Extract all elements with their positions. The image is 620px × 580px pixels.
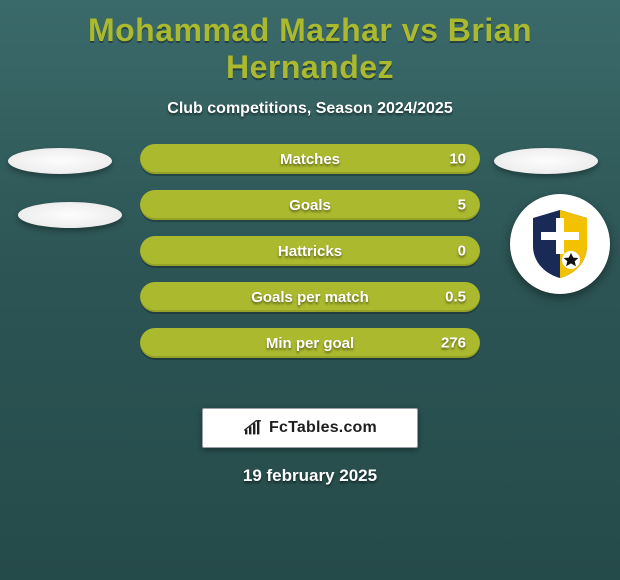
page-title: Mohammad Mazhar vs Brian Hernandez: [0, 0, 620, 86]
stat-value-right: 0: [458, 243, 466, 260]
shield-icon: [529, 208, 591, 280]
stat-value-right: 10: [449, 151, 466, 168]
stat-bar: Matches 10: [140, 144, 480, 174]
stat-value-right: 0.5: [445, 289, 466, 306]
stat-value-right: 5: [458, 197, 466, 214]
stat-label: Goals: [289, 197, 331, 214]
player1-photo-placeholder: [8, 148, 112, 174]
stat-bar: Goals per match 0.5: [140, 282, 480, 312]
stat-value-right: 276: [441, 335, 466, 352]
subtitle: Club competitions, Season 2024/2025: [0, 100, 620, 118]
stat-label: Goals per match: [251, 289, 369, 306]
player2-club-crest: [510, 194, 610, 294]
brand-label: FcTables.com: [269, 419, 377, 437]
stat-bar: Goals 5: [140, 190, 480, 220]
player1-club-placeholder: [18, 202, 122, 228]
brand-box[interactable]: FcTables.com: [202, 408, 418, 448]
stat-label: Hattricks: [278, 243, 342, 260]
stat-bars: Matches 10 Goals 5 Hattricks 0 Goals per…: [140, 144, 480, 374]
comparison-area: Matches 10 Goals 5 Hattricks 0 Goals per…: [0, 144, 620, 404]
stat-bar: Min per goal 276: [140, 328, 480, 358]
player2-photo-placeholder: [494, 148, 598, 174]
stat-bar: Hattricks 0: [140, 236, 480, 266]
stat-label: Matches: [280, 151, 340, 168]
stat-label: Min per goal: [266, 335, 354, 352]
bar-chart-icon: [243, 420, 263, 436]
snapshot-date: 19 february 2025: [0, 466, 620, 486]
